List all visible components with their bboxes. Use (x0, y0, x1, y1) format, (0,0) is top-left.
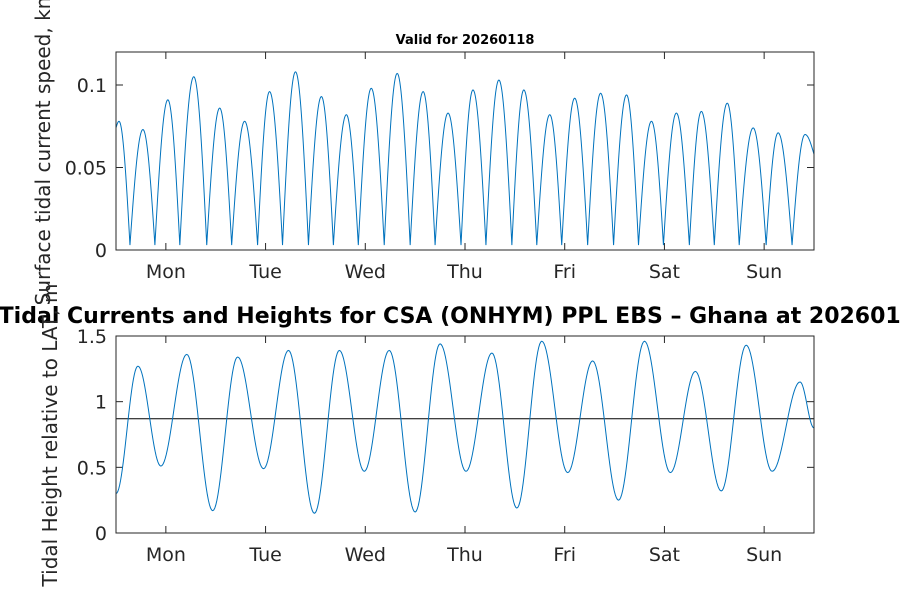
y-tick-label: 0 (95, 240, 107, 262)
x-tick-label: Mon (146, 261, 186, 283)
x-tick-label: Wed (345, 261, 386, 283)
tick-marks (116, 52, 814, 251)
y-axis-label: Surface tidal current speed, kn (31, 0, 55, 305)
y-axis-label: Tidal Height relative to LAT, m (38, 284, 62, 588)
y-tick-labels: 0 0.5 1 1.5 (77, 326, 107, 545)
series-line-tidal-height (115, 340, 815, 514)
tidal-height-panel: 0 0.5 1 1.5 Mon Tue Wed Thu Fri Sat Sun (77, 326, 815, 566)
x-tick-label: Tue (248, 544, 281, 566)
axes-box (115, 51, 815, 251)
x-tick-labels: Mon Tue Wed Thu Fri Sat Sun (146, 544, 782, 566)
x-tick-label: Tue (248, 261, 281, 283)
x-tick-label: Fri (553, 544, 576, 566)
x-tick-label: Thu (446, 544, 483, 566)
current-speed-panel: 0 0.05 0.1 Mon Tue Wed Thu Fri Sat Sun Valid for… (65, 33, 815, 283)
y-tick-label: 0.05 (65, 158, 107, 180)
y-tick-labels: 0 0.05 0.1 (65, 75, 107, 262)
x-tick-label: Wed (345, 544, 386, 566)
chart-title: Tidal Currents and Heights for CSA (ONHY… (0, 304, 900, 329)
x-tick-label: Sun (746, 261, 782, 283)
y-tick-label: 0.5 (77, 457, 107, 479)
x-tick-label: Sat (649, 544, 680, 566)
axes-box (115, 335, 815, 534)
series-line-current-speed (115, 71, 815, 246)
x-tick-label: Thu (446, 261, 483, 283)
x-tick-label: Sat (649, 261, 680, 283)
x-tick-label: Mon (146, 544, 186, 566)
chart-title: Valid for 20260118 (396, 33, 535, 48)
y-tick-label: 0.1 (77, 75, 107, 97)
x-tick-label: Sun (746, 544, 782, 566)
x-tick-label: Fri (553, 261, 576, 283)
x-tick-labels: Mon Tue Wed Thu Fri Sat Sun (146, 261, 782, 283)
y-tick-label: 0 (95, 523, 107, 545)
plot-area (116, 52, 814, 250)
y-tick-label: 1.5 (77, 326, 107, 348)
y-tick-label: 1 (95, 392, 107, 414)
plot-area (116, 336, 814, 533)
